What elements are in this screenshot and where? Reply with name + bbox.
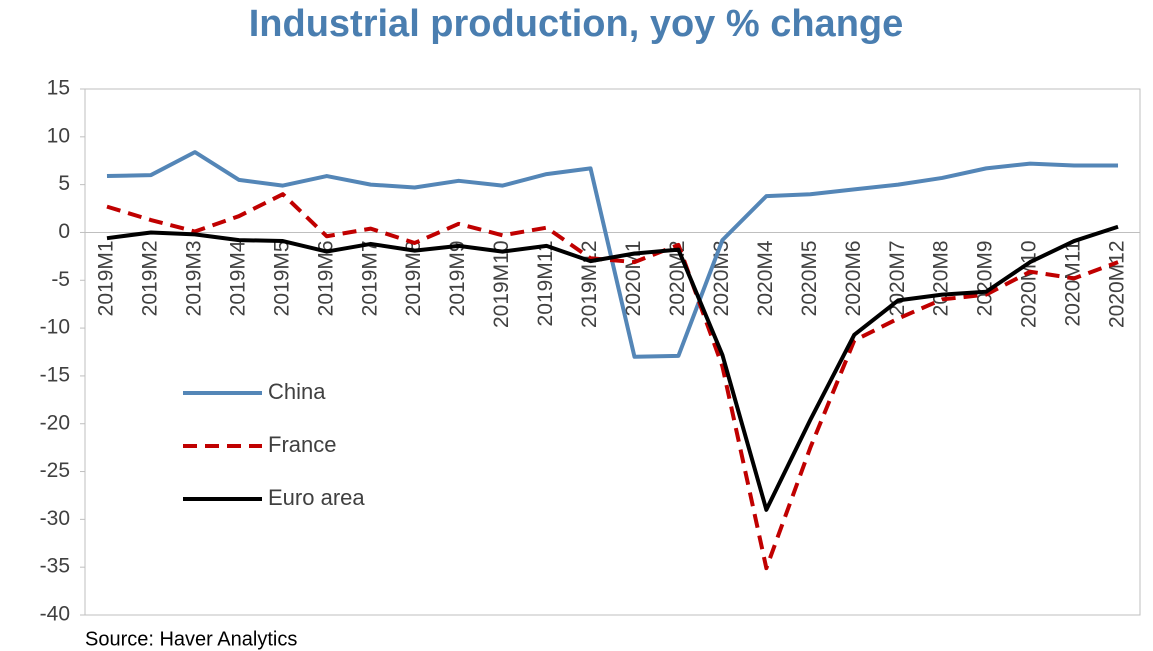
plot-frame	[84, 88, 1141, 616]
legend-label: China	[268, 379, 326, 404]
legend-label: France	[268, 432, 336, 457]
y-tick-label: 10	[47, 124, 70, 147]
y-tick-label: 5	[58, 172, 70, 195]
y-tick-label: 0	[58, 220, 70, 243]
x-tick-label: 2020M10	[1018, 240, 1041, 328]
legend-label: Euro area	[268, 485, 365, 510]
y-tick-label: 15	[47, 77, 70, 100]
x-tick-label: 2020M7	[886, 240, 909, 316]
x-tick-label: 2020M11	[1062, 240, 1085, 326]
series-line	[106, 150, 1119, 359]
x-tick-label: 2020M9	[974, 240, 997, 316]
series-line	[106, 192, 1119, 571]
x-tick-label: 2019M8	[402, 240, 425, 316]
x-tick-label: 2019M7	[358, 240, 381, 316]
x-tick-label: 2019M1	[95, 240, 118, 316]
x-tick-label: 2019M5	[270, 240, 293, 316]
x-tick-label: 2019M2	[138, 240, 161, 316]
x-tick-label: 2020M4	[754, 240, 777, 316]
y-tick-label: -30	[40, 507, 70, 530]
x-tick-label: 2019M3	[182, 240, 205, 316]
x-tick-label: 2019M10	[490, 240, 513, 328]
y-tick-label: -40	[40, 603, 70, 626]
chart-title: Industrial production, yoy % change	[249, 3, 904, 45]
x-tick-label: 2019M12	[578, 240, 601, 328]
y-tick-label: -35	[40, 555, 70, 578]
x-tick-label: 2020M3	[710, 240, 733, 316]
y-tick-label: -25	[40, 459, 70, 482]
y-tick-label: -20	[40, 411, 70, 434]
x-tick-label: 2019M4	[226, 240, 249, 316]
x-tick-label: 2019M9	[446, 240, 469, 316]
x-tick-label: 2020M5	[798, 240, 821, 316]
y-tick-label: -15	[40, 363, 70, 386]
y-tick-label: -5	[51, 268, 70, 291]
x-tick-label: 2020M6	[842, 240, 865, 316]
x-tick-label: 2019M6	[314, 240, 337, 316]
y-tick-label: -10	[40, 316, 70, 339]
x-tick-label: 2020M12	[1106, 240, 1129, 328]
source: Source: Haver Analytics	[85, 628, 297, 650]
series-line	[106, 224, 1119, 512]
x-tick-label: 2019M11	[534, 240, 557, 326]
